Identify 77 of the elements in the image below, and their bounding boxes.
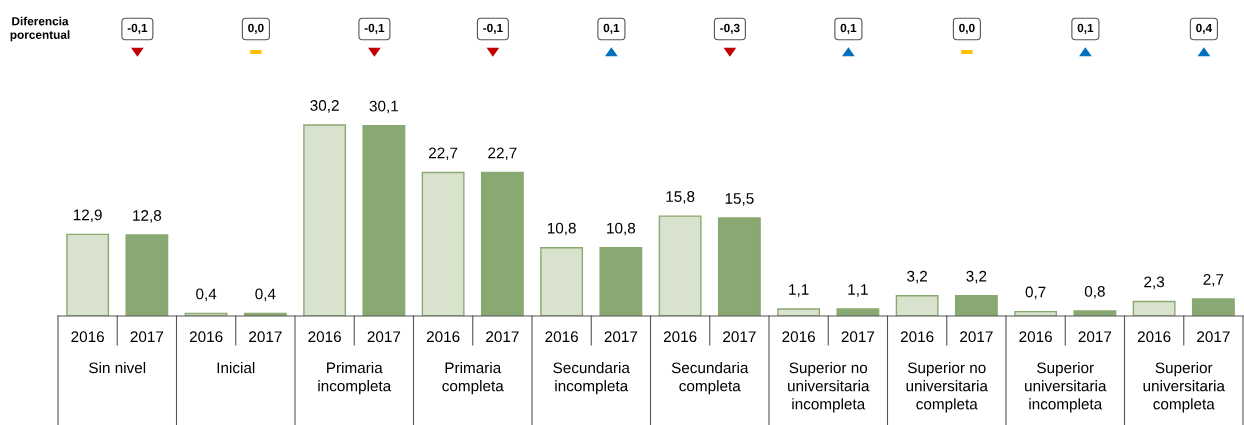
x-tick-label: Primaria incompleta xyxy=(318,362,392,395)
text: 2016 xyxy=(782,331,815,343)
bar xyxy=(125,234,169,316)
data-label: 2,7 xyxy=(1203,273,1224,287)
text: 2016 xyxy=(1019,331,1052,343)
series-label: 2017 xyxy=(130,331,164,343)
bar xyxy=(540,247,584,316)
data-label: 30,2 xyxy=(310,100,339,113)
data-label: 1,1 xyxy=(789,284,809,297)
text: 0,1 xyxy=(1077,23,1094,34)
bar xyxy=(777,308,821,316)
text: 0,0 xyxy=(959,23,975,34)
data-label: 10,8 xyxy=(547,222,576,236)
data-label: 15,5 xyxy=(725,193,754,206)
text: 2017 xyxy=(1197,331,1230,343)
data-label: 1,1 xyxy=(848,284,868,297)
data-label: 3,2 xyxy=(907,270,927,284)
text: 2016 xyxy=(663,331,697,343)
bar xyxy=(66,233,110,316)
x-tick-label: Superior universitaria incompleta xyxy=(1025,362,1107,413)
text: 2017 xyxy=(1078,331,1112,343)
x-tick-label: Primaria completa xyxy=(442,362,504,395)
text: -0,1 xyxy=(364,23,385,34)
data-label: 0,7 xyxy=(1025,286,1046,300)
data-label: 10,8 xyxy=(607,222,636,236)
data-label: 12,9 xyxy=(73,209,102,223)
bar xyxy=(421,171,465,316)
text: 2016 xyxy=(545,331,578,343)
data-label: 22,7 xyxy=(488,147,517,161)
text: 2016 xyxy=(308,331,341,343)
text: -0,3 xyxy=(720,23,740,34)
data-label: 22,7 xyxy=(429,147,458,161)
text: 0,0 xyxy=(248,23,264,34)
data-label: 0,4 xyxy=(196,288,217,302)
data-label: 0,4 xyxy=(255,288,276,302)
text: 2017 xyxy=(960,331,993,343)
text: 2017 xyxy=(723,331,756,343)
text: 2017 xyxy=(367,331,401,343)
text: 2016 xyxy=(426,331,460,343)
bar xyxy=(480,171,524,316)
text: 2016 xyxy=(900,331,934,343)
data-label: 3,2 xyxy=(966,270,987,284)
bar xyxy=(1132,300,1176,316)
bar xyxy=(599,247,643,316)
text: 2016 xyxy=(1137,331,1171,343)
data-label: 12,8 xyxy=(133,210,162,223)
text: 2017 xyxy=(249,331,282,343)
data-label: 15,8 xyxy=(666,191,695,204)
x-tick-label: Inicial xyxy=(217,362,255,374)
data-label: 0,8 xyxy=(1084,285,1105,299)
text: 2017 xyxy=(604,331,638,343)
series-label: 2016 xyxy=(71,331,104,343)
bar xyxy=(954,295,998,316)
bar xyxy=(895,295,939,316)
bar xyxy=(717,217,761,316)
bar xyxy=(303,124,347,316)
x-tick-label: Superior no universitaria completa xyxy=(906,362,988,413)
x-tick-label: Secundaria incompleta xyxy=(553,362,630,395)
text: 2017 xyxy=(841,331,875,343)
bar xyxy=(1191,298,1235,316)
text: 2017 xyxy=(486,331,519,343)
text: 0,1 xyxy=(603,23,620,34)
data-label: 2,3 xyxy=(1144,276,1165,290)
x-tick-label: Superior universitaria completa xyxy=(1143,362,1225,413)
data-label: 30,1 xyxy=(369,100,398,114)
x-tick-label: Secundaria completa xyxy=(671,362,749,395)
bar xyxy=(836,308,880,316)
bar xyxy=(658,215,702,316)
text: -0,1 xyxy=(483,23,503,34)
text: 0,4 xyxy=(1196,23,1213,34)
x-tick-label: Superior no universitaria incompleta xyxy=(788,362,870,413)
text: 2016 xyxy=(189,331,223,343)
text: -0,1 xyxy=(127,23,148,34)
text: Diferencia porcentual xyxy=(10,16,70,42)
text: 0,1 xyxy=(840,23,857,34)
x-tick-label: Sin nivel xyxy=(89,362,146,374)
bar xyxy=(362,124,406,316)
